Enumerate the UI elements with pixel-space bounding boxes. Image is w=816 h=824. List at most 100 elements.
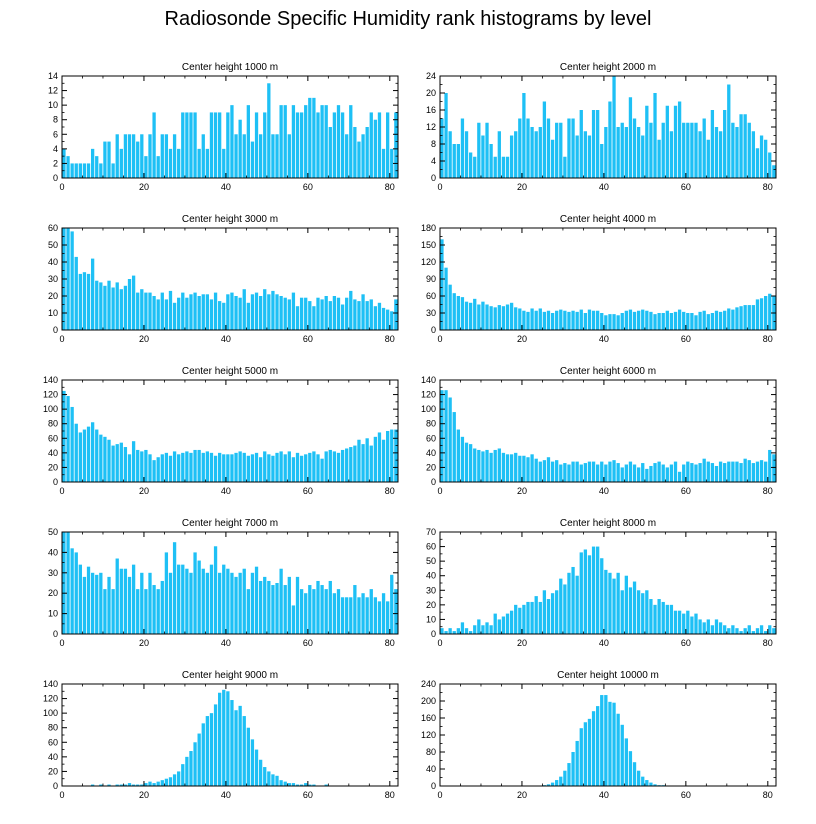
histogram-bar (365, 127, 369, 178)
histogram-bar (481, 625, 485, 634)
histogram-bar (538, 127, 542, 178)
histogram-bar (271, 455, 275, 482)
histogram-bar (172, 774, 177, 786)
histogram-bar (349, 105, 353, 178)
histogram-bar (612, 578, 616, 634)
histogram-bar (628, 751, 633, 786)
histogram-bar (136, 292, 140, 330)
histogram-bar (657, 461, 661, 482)
histogram-bar (386, 431, 390, 482)
histogram-bar (616, 127, 620, 178)
histogram-bar (743, 458, 747, 482)
histogram-bar (160, 454, 164, 482)
histogram-bar (258, 296, 263, 330)
histogram-bar (181, 452, 185, 482)
histogram-bar (82, 163, 87, 178)
histogram-bar (353, 445, 357, 482)
histogram-bar (144, 449, 148, 482)
histogram-bar (148, 292, 152, 330)
histogram-bar (608, 314, 612, 330)
histogram-bar (258, 457, 263, 482)
histogram-bar (328, 580, 332, 634)
histogram-bar (222, 454, 226, 482)
y-tick-label: 30 (48, 568, 58, 578)
plot-frame (61, 683, 399, 787)
histogram-bar (583, 131, 588, 178)
histogram-bar (477, 122, 481, 178)
histogram-bar (74, 256, 78, 330)
y-tick-label: 30 (426, 585, 436, 595)
histogram-bar (522, 310, 526, 330)
histogram-bar (641, 309, 645, 330)
histogram-bar (152, 585, 156, 634)
histogram-bar (201, 723, 205, 786)
histogram-bar (164, 778, 169, 786)
y-tick-label: 100 (421, 404, 436, 414)
histogram-bar (267, 294, 271, 330)
histogram-bar (324, 784, 328, 786)
histogram-bar (723, 463, 727, 482)
histogram-bar (361, 444, 365, 482)
histogram-bar (95, 280, 99, 330)
histogram-bar (571, 310, 575, 330)
histogram-bar (596, 546, 600, 634)
histogram-bar (456, 144, 460, 178)
figure-title: Radiosonde Specific Humidity rank histog… (164, 8, 652, 30)
histogram-bar (718, 311, 723, 330)
histogram-bar (131, 564, 136, 634)
histogram-bar (735, 307, 739, 330)
histogram-bar (747, 305, 751, 330)
histogram-bar (70, 231, 74, 330)
y-tick-label: 0 (431, 173, 436, 183)
histogram-bar (567, 763, 571, 786)
histogram-bar (304, 454, 308, 482)
histogram-bar (530, 601, 534, 634)
histogram-bar (185, 756, 189, 786)
x-tick-label: 40 (599, 638, 609, 648)
histogram-bar (661, 464, 665, 482)
histogram-bar (172, 302, 177, 330)
histogram-bar (673, 311, 678, 330)
histogram-bar (312, 451, 316, 482)
histogram-bar (583, 313, 588, 330)
y-tick-label: 150 (421, 240, 436, 250)
histogram-bar (168, 290, 173, 330)
histogram-bar (731, 309, 735, 330)
histogram-bar (448, 284, 452, 330)
histogram-bar (452, 412, 456, 482)
histogram-bar (369, 589, 373, 634)
histogram-bar (160, 292, 164, 330)
histogram-bar (140, 784, 144, 786)
y-tick-label: 8 (431, 139, 436, 149)
histogram-bar (645, 590, 649, 634)
histogram-bar (103, 589, 107, 634)
histogram-bar (70, 548, 74, 634)
histogram-bar (90, 422, 95, 482)
histogram-bar (177, 454, 181, 482)
histogram-bar (677, 610, 682, 634)
histogram-bar (497, 448, 501, 482)
x-tick-label: 20 (139, 486, 149, 496)
histogram-bar (213, 546, 218, 634)
histogram-bar (534, 458, 538, 482)
histogram-bar (583, 549, 588, 634)
histogram-bar (624, 575, 628, 634)
histogram-bar (234, 296, 238, 330)
x-tick-label: 20 (139, 334, 149, 344)
histogram-bar (444, 93, 448, 178)
histogram-bar (575, 740, 579, 786)
histogram-bar (328, 127, 332, 178)
histogram-bar (181, 292, 185, 330)
histogram-bar (579, 110, 583, 178)
histogram-bar (706, 619, 710, 634)
histogram-bar (755, 148, 760, 178)
x-tick-label: 60 (303, 638, 313, 648)
histogram-bar (739, 306, 743, 330)
histogram-bar (267, 83, 271, 178)
histogram-bar (332, 593, 337, 634)
x-tick-label: 40 (599, 182, 609, 192)
histogram-bar (452, 293, 456, 330)
histogram-bar (275, 134, 279, 178)
histogram-bar (230, 700, 234, 786)
x-tick-label: 20 (517, 182, 527, 192)
